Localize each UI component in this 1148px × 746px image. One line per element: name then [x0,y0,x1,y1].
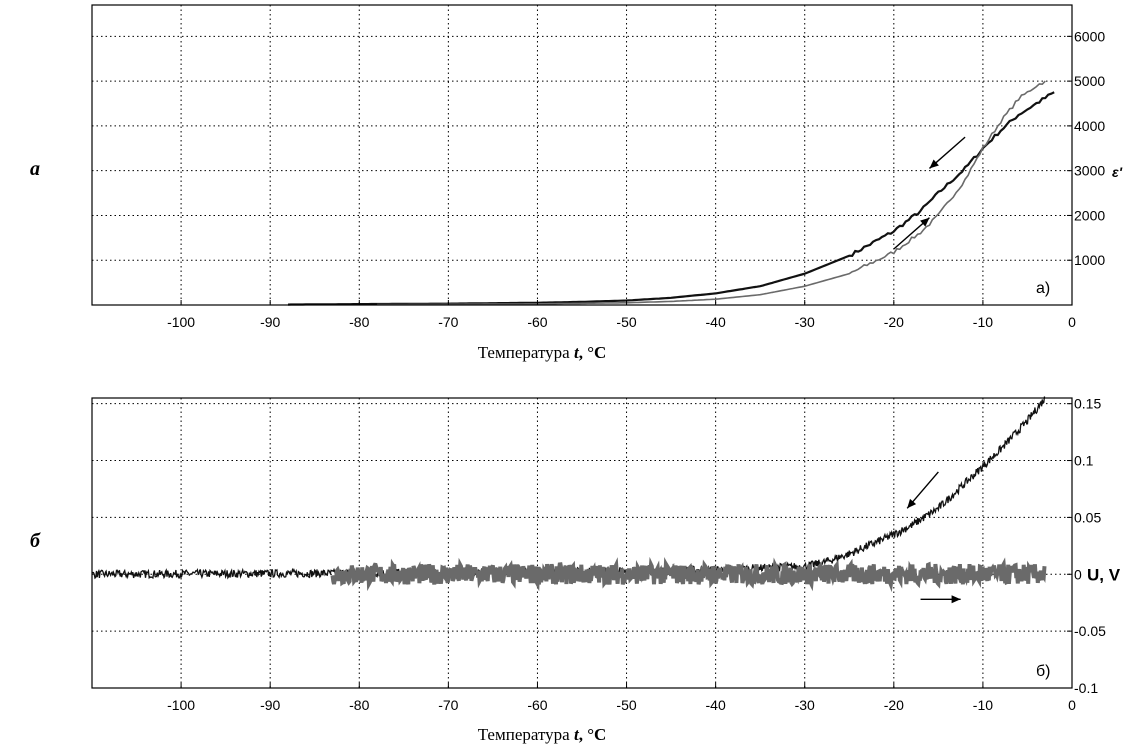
y-axis-label: ε' [1112,164,1123,180]
x-axis-label-text: Температура [478,725,574,744]
x-tick-label: -80 [349,314,369,330]
x-axis-label-unit: , °C [579,343,607,362]
plot-frame [91,397,1073,689]
y-tick-label: 0.1 [1074,453,1094,469]
y-tick-label: 1000 [1074,252,1105,268]
x-axis-label-unit: , °C [579,725,607,744]
y-tick-label: 3000 [1074,163,1105,179]
plot-area [92,398,1072,688]
arrow-head-cooling [907,498,917,509]
x-tick-label: -10 [973,314,993,330]
x-tick-label: 0 [1068,314,1076,330]
x-tick-label: -90 [260,697,280,713]
y-tick-label: 0.05 [1074,509,1101,525]
x-axis-label: Температура t, °C [478,725,607,744]
panel-letter-top: а [30,158,40,180]
x-axis-label-text: Температура [478,343,574,362]
plot-frame [91,4,1073,306]
y-tick-label: 0.15 [1074,396,1101,412]
arrow-head-heating [951,595,961,604]
x-tick-label: -50 [616,697,636,713]
x-tick-label: -40 [706,697,726,713]
x-tick-label: -30 [795,314,815,330]
x-tick-label: -10 [973,697,993,713]
arrow-head-cooling [929,159,939,169]
y-tick-label: 0 [1074,566,1082,582]
panel-letter-bottom: б [30,530,40,552]
epsilon-chart: -100 -90 -80 -70 -60 -50 -40 -30 -20 -10 010002000… [91,4,1123,362]
x-tick-label: -80 [349,697,369,713]
panel-label: а) [1036,280,1050,297]
x-axis-label: Температура t, °C [478,343,607,362]
x-tick-label: -20 [884,697,904,713]
x-tick-label: -40 [706,314,726,330]
x-axis-label-var: t [574,725,580,744]
x-tick-label: -60 [527,697,547,713]
y-tick-label: -0.05 [1074,623,1106,639]
x-tick-label: -90 [260,314,280,330]
x-tick-label: -50 [616,314,636,330]
x-tick-label: -30 [795,697,815,713]
x-tick-label: -100 [167,314,195,330]
y-tick-label: 2000 [1074,207,1105,223]
x-tick-label: -20 [884,314,904,330]
plot-area [92,5,1072,305]
y-tick-label: 4000 [1074,118,1105,134]
y-tick-label: 6000 [1074,28,1105,44]
x-axis-label-var: t [574,343,580,362]
series-heating [330,556,1047,593]
x-tick-label: 0 [1068,697,1076,713]
series-heating [377,80,1046,306]
voltage-chart: -100 -90 -80 -70 -60 -50 -40 -30 -20 -10 0-0.1-0.0… [91,396,1121,744]
arrow-head-heating [920,217,930,227]
x-tick-label: -70 [438,697,458,713]
x-tick-label: -60 [527,314,547,330]
y-axis-label: U, V [1087,565,1121,584]
x-tick-label: -70 [438,314,458,330]
panel-label: б) [1036,663,1051,680]
y-tick-label: 5000 [1074,73,1105,89]
x-tick-label: -100 [167,697,195,713]
y-tick-label: -0.1 [1074,680,1098,696]
